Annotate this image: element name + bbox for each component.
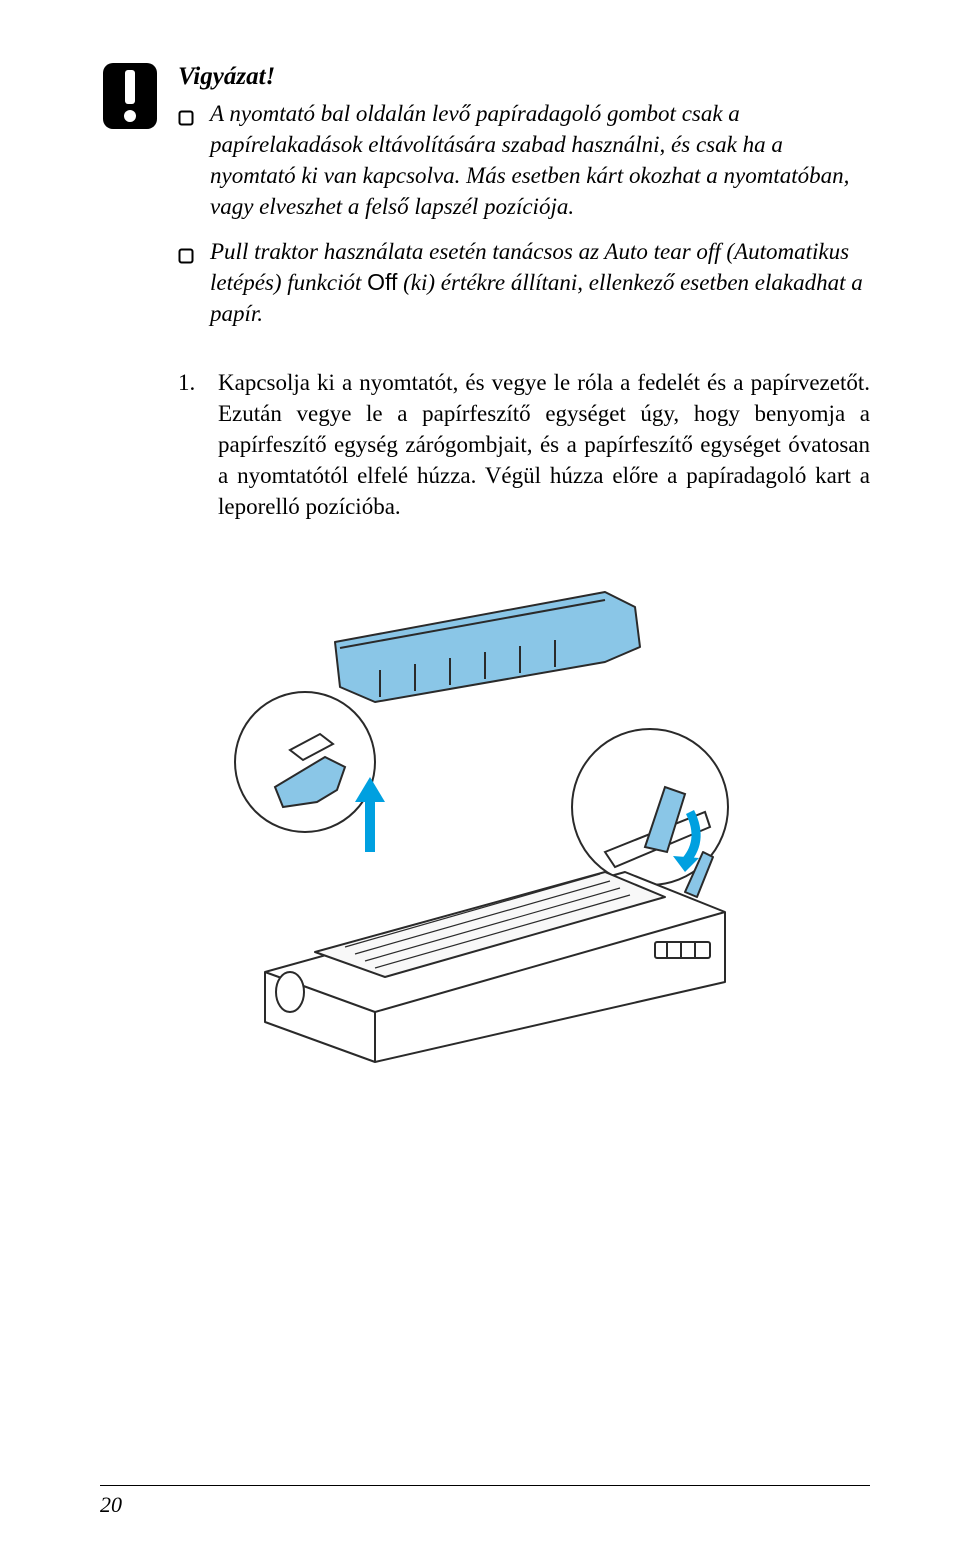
page-number: 20 (100, 1492, 122, 1517)
caution-bullet-2: Pull traktor használata esetén tanácsos … (178, 236, 870, 329)
step-1-text: Kapcsolja ki a nyomtatót, és vegye le ró… (218, 367, 870, 522)
caution-block: Vigyázat! A nyomtató bal oldalán levő pa… (100, 60, 870, 343)
caution-bullet-1-text: A nyomtató bal oldalán levő papíradagoló… (210, 98, 870, 222)
caution-bullet-1: A nyomtató bal oldalán levő papíradagoló… (178, 98, 870, 222)
bullet-marker-icon (178, 236, 196, 272)
page-footer: 20 (100, 1485, 870, 1518)
step-list: 1. Kapcsolja ki a nyomtatót, és vegye le… (178, 367, 870, 522)
step-1-number: 1. (178, 367, 204, 522)
printer-illustration (205, 552, 765, 1077)
caution-text: Vigyázat! A nyomtató bal oldalán levő pa… (178, 60, 870, 343)
caution-heading: Vigyázat! (178, 60, 870, 94)
caution-icon (100, 60, 160, 137)
caution-bullet-2-text: Pull traktor használata esetén tanácsos … (210, 236, 870, 329)
bullet-marker-icon (178, 98, 196, 134)
page-root: Vigyázat! A nyomtató bal oldalán levő pa… (0, 0, 960, 1566)
caution-bullet-2-sans: Off (367, 269, 397, 295)
step-1: 1. Kapcsolja ki a nyomtatót, és vegye le… (178, 367, 870, 522)
